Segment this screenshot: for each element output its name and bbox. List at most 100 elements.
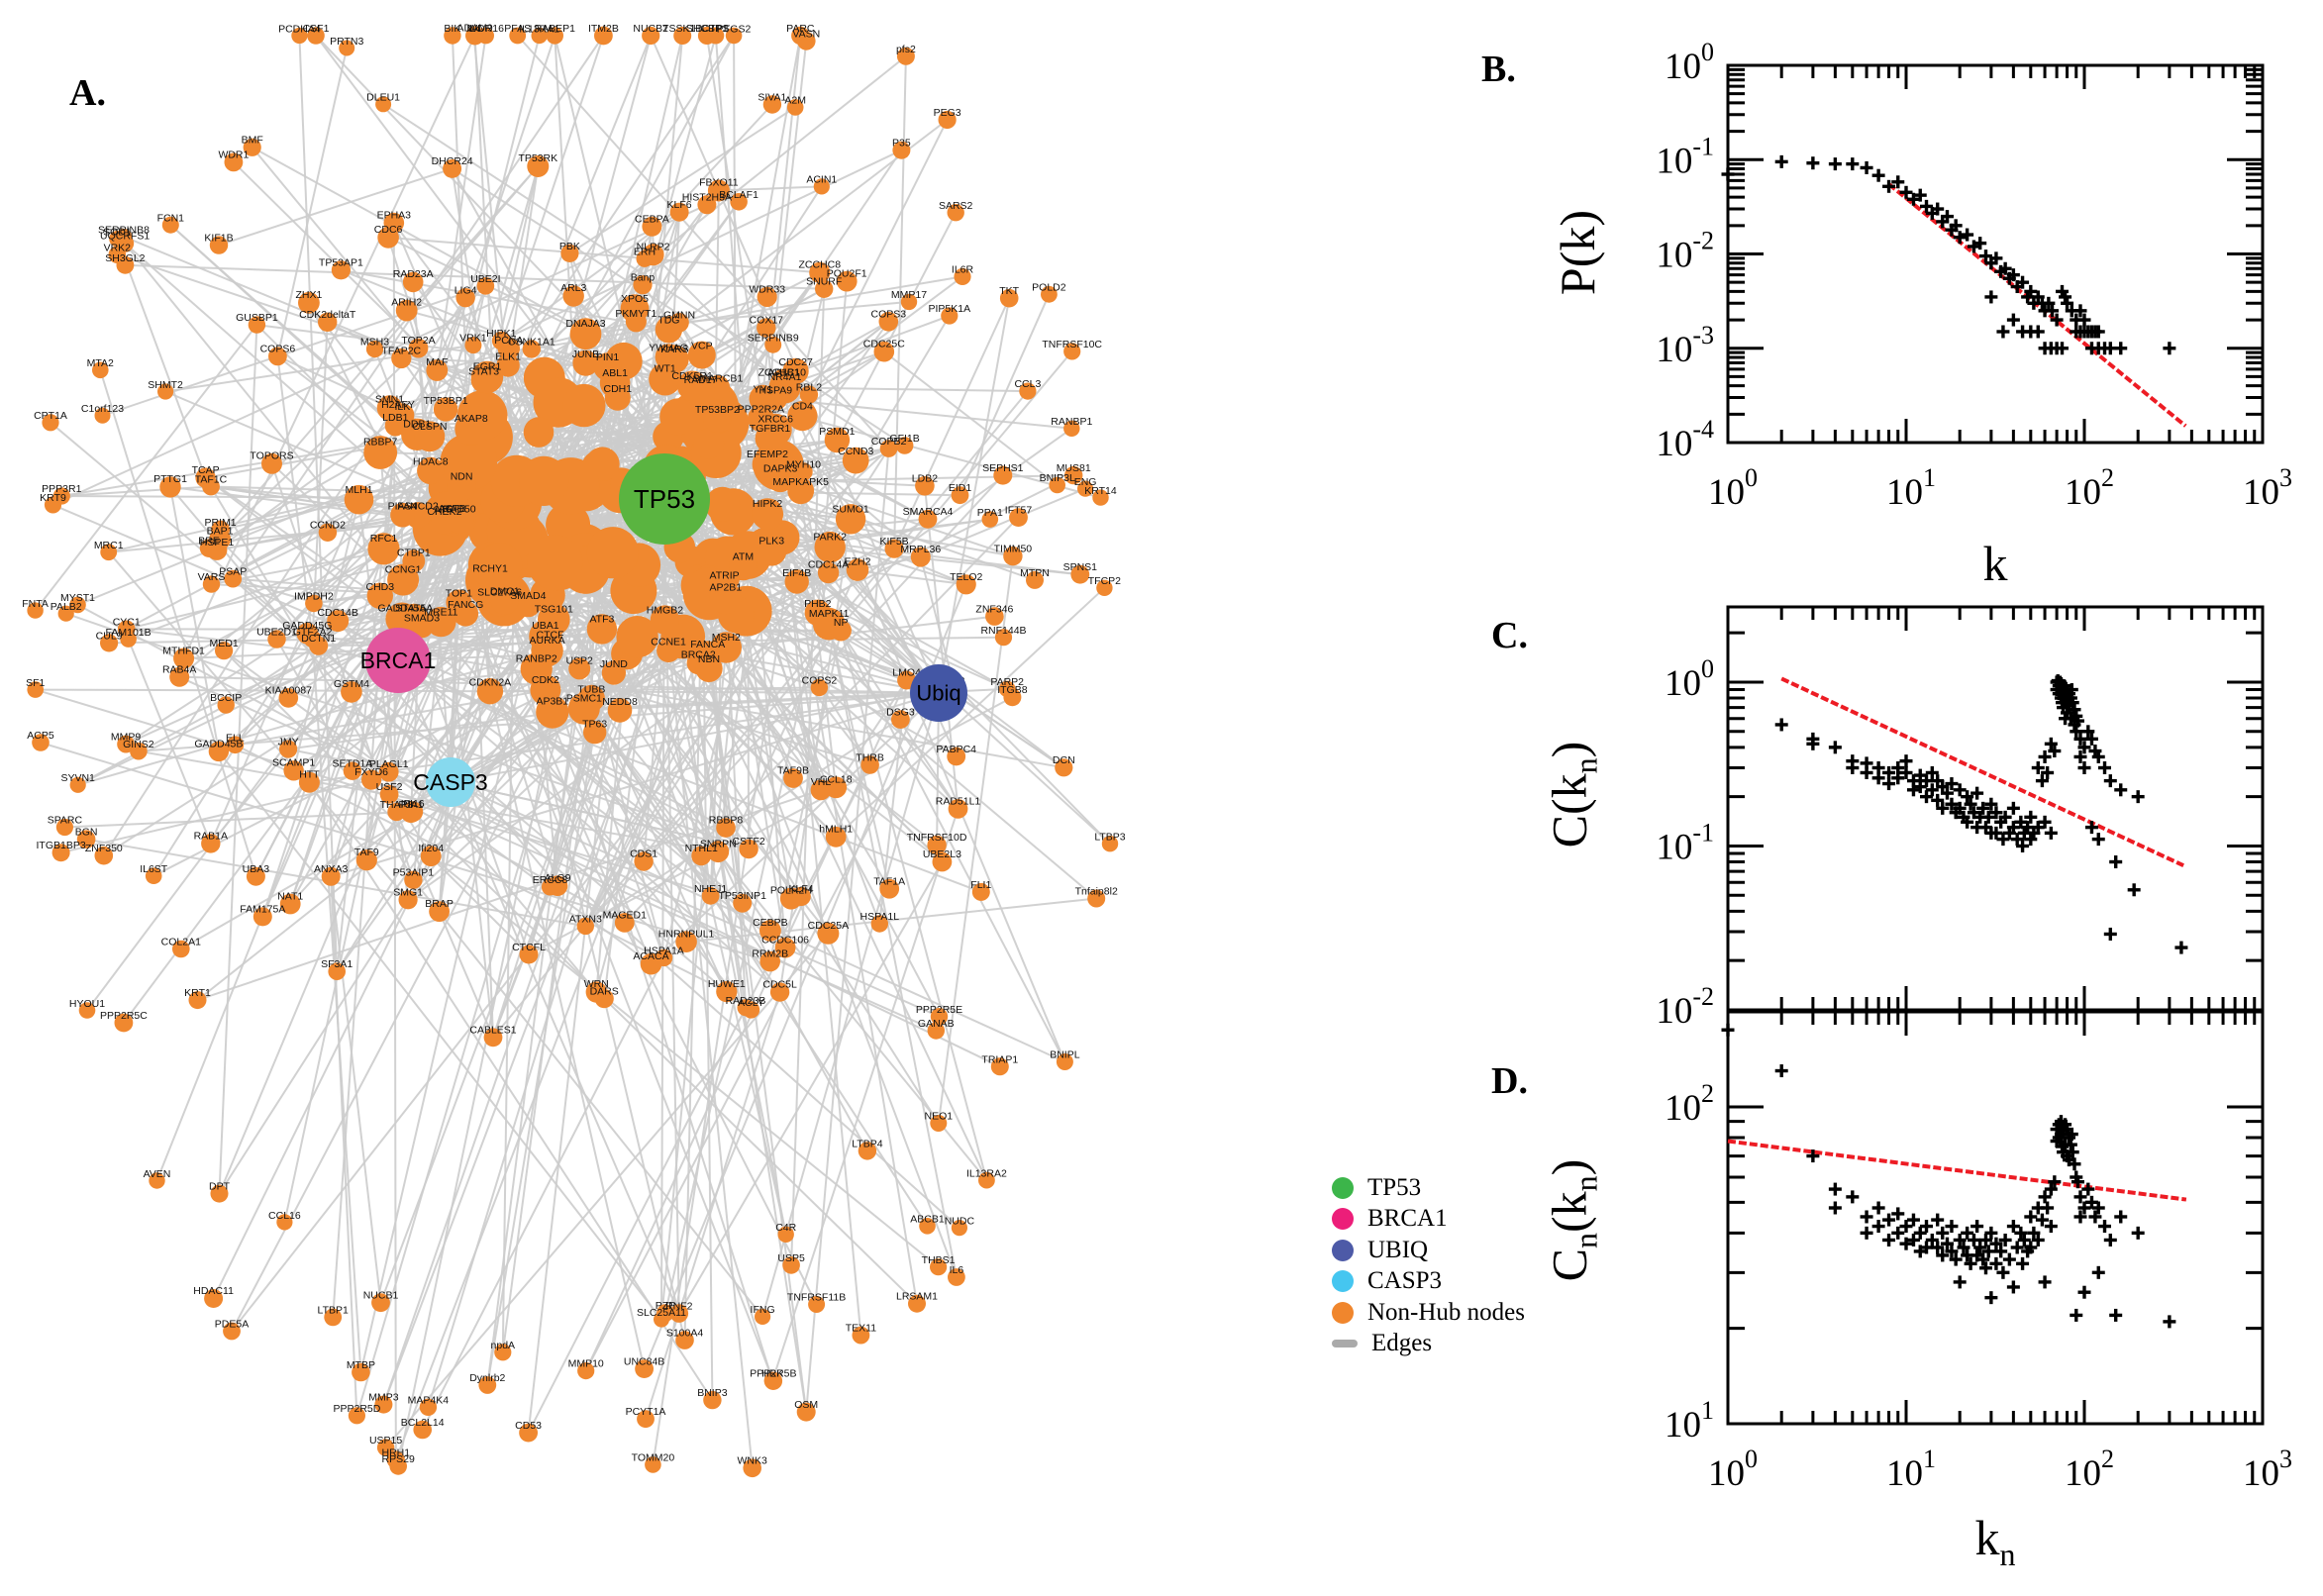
svg-text:HDAC11: HDAC11 — [193, 1285, 234, 1297]
svg-text:VRK2: VRK2 — [104, 242, 132, 253]
svg-text:HIPK2: HIPK2 — [753, 498, 783, 510]
svg-text:TP53BP2: TP53BP2 — [695, 404, 740, 416]
svg-text:MAGED1: MAGED1 — [603, 910, 648, 922]
edge-swatch-icon — [1332, 1340, 1358, 1348]
svg-text:SERPINB9: SERPINB9 — [748, 332, 799, 344]
svg-text:MUS81: MUS81 — [1057, 462, 1091, 474]
svg-text:RAB4A: RAB4A — [162, 663, 196, 675]
svg-text:WRN: WRN — [584, 978, 609, 990]
svg-text:VARS: VARS — [198, 571, 226, 583]
svg-text:101: 101 — [1886, 463, 1936, 513]
legend-item-non-hub-nodes: Non-Hub nodes — [1332, 1297, 1525, 1329]
svg-text:NUCB1: NUCB1 — [363, 1289, 399, 1301]
svg-text:PCNA: PCNA — [494, 335, 523, 347]
svg-text:PLK3: PLK3 — [758, 536, 784, 548]
svg-text:NEO1: NEO1 — [925, 1111, 954, 1123]
svg-text:NTHL1: NTHL1 — [685, 843, 718, 854]
svg-text:WDR16: WDR16 — [467, 23, 504, 35]
panel-label-c: C. — [1491, 615, 1528, 656]
svg-text:COPS2: COPS2 — [802, 675, 838, 687]
svg-text:JMY: JMY — [278, 737, 299, 748]
svg-text:IFI16: IFI16 — [401, 798, 425, 810]
svg-text:PTTG1: PTTG1 — [153, 473, 187, 485]
svg-text:CTCF: CTCF — [537, 630, 564, 642]
svg-text:NEDD8: NEDD8 — [602, 696, 638, 708]
svg-text:ATXN3: ATXN3 — [569, 914, 602, 926]
network-graph: NEDD8 KARS DDB1 PCNA CCND3 CDK2 CCNE1 UBA1 XRCC6… — [22, 23, 1126, 1478]
svg-text:EPHA3: EPHA3 — [377, 210, 412, 222]
svg-text:HUWE1: HUWE1 — [708, 978, 746, 990]
svg-text:TFAP2C: TFAP2C — [381, 345, 421, 356]
svg-text:MTBP: MTBP — [347, 1359, 375, 1371]
svg-text:SPNS1: SPNS1 — [1063, 561, 1098, 573]
svg-text:PPP2R2A: PPP2R2A — [738, 404, 784, 416]
svg-text:SUMO1: SUMO1 — [832, 503, 869, 515]
svg-text:MTA2: MTA2 — [87, 357, 114, 369]
svg-text:HSPE1: HSPE1 — [200, 537, 235, 549]
svg-text:BRCA2: BRCA2 — [681, 649, 716, 661]
svg-text:DCN: DCN — [1053, 754, 1075, 766]
svg-text:CHD3: CHD3 — [366, 581, 395, 593]
svg-text:IMPDH2: IMPDH2 — [294, 591, 334, 603]
svg-text:101: 101 — [1665, 1396, 1714, 1446]
svg-text:SF1: SF1 — [26, 677, 45, 689]
legend-item-casp3: CASP3 — [1332, 1266, 1525, 1298]
panel-label-b: B. — [1481, 49, 1516, 90]
svg-text:NUDC: NUDC — [945, 1215, 975, 1227]
svg-text:EGR1: EGR1 — [473, 361, 502, 373]
svg-text:PSMC1: PSMC1 — [566, 693, 602, 705]
svg-text:ACACA: ACACA — [633, 950, 668, 962]
svg-text:POLR2H: POLR2H — [770, 885, 812, 897]
svg-text:TDG: TDG — [657, 315, 679, 327]
svg-text:ITGB1BP3: ITGB1BP3 — [36, 840, 85, 851]
svg-text:CLSPN: CLSPN — [412, 421, 447, 433]
svg-text:TOPORS: TOPORS — [250, 450, 293, 462]
scatter-points-c — [1774, 674, 2188, 954]
svg-text:COPS3: COPS3 — [870, 308, 906, 320]
svg-text:PPP2R5E: PPP2R5E — [916, 1004, 962, 1016]
svg-text:10-2: 10-2 — [1656, 982, 1714, 1032]
svg-text:SMN1: SMN1 — [375, 393, 404, 405]
svg-text:SETD1A: SETD1A — [332, 758, 372, 770]
svg-text:GADD45A: GADD45A — [377, 603, 426, 615]
svg-text:WNK3: WNK3 — [738, 1455, 767, 1467]
svg-text:CTCFL: CTCFL — [512, 942, 546, 953]
svg-text:STAT3: STAT3 — [468, 365, 499, 377]
svg-text:DMC1: DMC1 — [490, 586, 520, 598]
legend: TP53 BRCA1 UBIQ CASP3 Non-Hub nodes Edges — [1332, 1172, 1525, 1359]
svg-text:hMLH1: hMLH1 — [819, 824, 853, 836]
svg-text:CCL3: CCL3 — [1014, 378, 1041, 390]
svg-text:IL13RA2: IL13RA2 — [966, 1167, 1007, 1179]
svg-text:AP3B1: AP3B1 — [536, 696, 568, 708]
svg-text:100: 100 — [1665, 654, 1714, 704]
svg-text:SYVN1: SYVN1 — [60, 772, 95, 784]
svg-text:PABPC4: PABPC4 — [936, 744, 976, 755]
svg-text:CYC1: CYC1 — [113, 616, 141, 628]
x-axis-label-kn: kn — [1974, 1510, 2016, 1572]
svg-text:PSMD1: PSMD1 — [819, 426, 855, 438]
svg-text:CDK2deltaT: CDK2deltaT — [299, 309, 356, 321]
svg-text:SF3A1: SF3A1 — [321, 958, 353, 970]
svg-text:UBE2L3: UBE2L3 — [923, 848, 961, 860]
svg-text:FANCG: FANCG — [448, 599, 483, 611]
svg-text:USP5: USP5 — [777, 1252, 805, 1264]
svg-text:PRIM1: PRIM1 — [205, 517, 237, 529]
svg-text:PFAS: PFAS — [504, 23, 531, 35]
svg-text:RCHY1: RCHY1 — [472, 563, 508, 575]
svg-text:YWHAG: YWHAG — [649, 343, 688, 354]
svg-text:CDK2: CDK2 — [532, 674, 559, 686]
svg-text:HNRNPUL1: HNRNPUL1 — [658, 928, 715, 940]
svg-text:OSM: OSM — [794, 1399, 818, 1411]
svg-text:DCTN1: DCTN1 — [301, 633, 336, 645]
svg-text:BNIP3: BNIP3 — [697, 1387, 728, 1399]
svg-text:KRT14: KRT14 — [1084, 485, 1117, 497]
svg-text:ZHX1: ZHX1 — [295, 289, 322, 301]
svg-text:TP53INP1: TP53INP1 — [718, 890, 766, 902]
svg-text:MRC1: MRC1 — [94, 540, 124, 551]
svg-text:GANAB: GANAB — [918, 1018, 955, 1030]
svg-text:TSG101: TSG101 — [535, 603, 573, 615]
panel-label-a: A. — [69, 72, 106, 114]
svg-text:SPARC: SPARC — [48, 815, 83, 827]
svg-text:PPP3R1: PPP3R1 — [42, 483, 81, 495]
y-axis-label-pk: P(k) — [1550, 209, 1605, 296]
